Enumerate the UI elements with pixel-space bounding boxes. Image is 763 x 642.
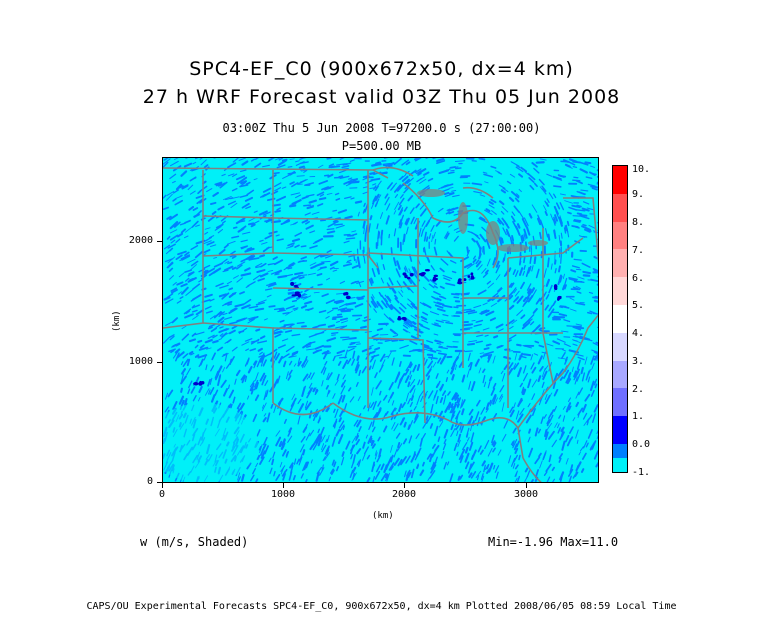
min-max-label: Min=-1.96 Max=11.0 [488,535,619,549]
colorbar-swatch [613,458,627,472]
x-tick-label: 0 [158,489,166,500]
x-tick-label: 2000 [391,489,417,500]
colorbar-label: 10. [632,164,651,175]
colorbar-label: -1. [632,467,651,478]
plot-title-line2: 27 h WRF Forecast valid 03Z Thu 05 Jun 2… [142,86,621,108]
colorbar-swatch [613,360,627,389]
y-tick-label: 1000 [128,356,153,367]
colorbar-label: 8. [632,217,645,228]
colorbar-swatch [613,388,627,417]
colorbar-swatch [613,193,627,222]
x-tick-mark [162,483,163,488]
colorbar-label: 9. [632,189,645,200]
colorbar-label: 7. [632,245,645,256]
footer-credit: CAPS/OU Experimental Forecasts SPC4-EF_C… [86,601,677,612]
colorbar-swatch [613,221,627,250]
pressure-level-label: P=500.00 MB [341,139,422,153]
plot-title-line1: SPC4-EF_C0 (900x672x50, dx=4 km) [189,58,574,80]
colorbar-swatch [613,305,627,333]
colorbar-label: 5. [632,300,645,311]
forecast-map [162,157,599,483]
colorbar-swatch [613,166,627,194]
x-axis-label: (km) [372,511,394,521]
x-tick-mark [283,483,284,488]
y-tick-label: 2000 [128,235,153,246]
colorbar [612,165,628,473]
colorbar-swatch [613,249,627,278]
colorbar-label: 2. [632,384,645,395]
y-tick-mark [157,241,162,242]
field-canvas [163,158,598,482]
colorbar-swatch [613,277,627,305]
colorbar-swatch [613,332,627,361]
colorbar-label: 0.0 [632,439,651,450]
x-tick-mark [404,483,405,488]
quiet-region [163,403,258,482]
y-axis-label: (km) [112,310,122,332]
colorbar-label: 4. [632,328,645,339]
political-boundaries [163,166,598,482]
great-lakes [417,189,548,252]
colorbar-label: 3. [632,356,645,367]
x-tick-label: 3000 [513,489,539,500]
variable-label: w (m/s, Shaded) [140,535,249,549]
valid-time-label: 03:00Z Thu 5 Jun 2008 T=97200.0 s (27:00… [222,121,541,135]
colorbar-swatch [613,416,627,444]
updraft-cells [193,269,562,386]
y-tick-mark [157,362,162,363]
y-tick-mark [157,482,162,483]
colorbar-swatch [613,444,627,458]
y-tick-label: 0 [146,476,153,487]
x-tick-mark [526,483,527,488]
x-tick-label: 1000 [270,489,296,500]
colorbar-label: 6. [632,273,645,284]
colorbar-label: 1. [632,411,645,422]
